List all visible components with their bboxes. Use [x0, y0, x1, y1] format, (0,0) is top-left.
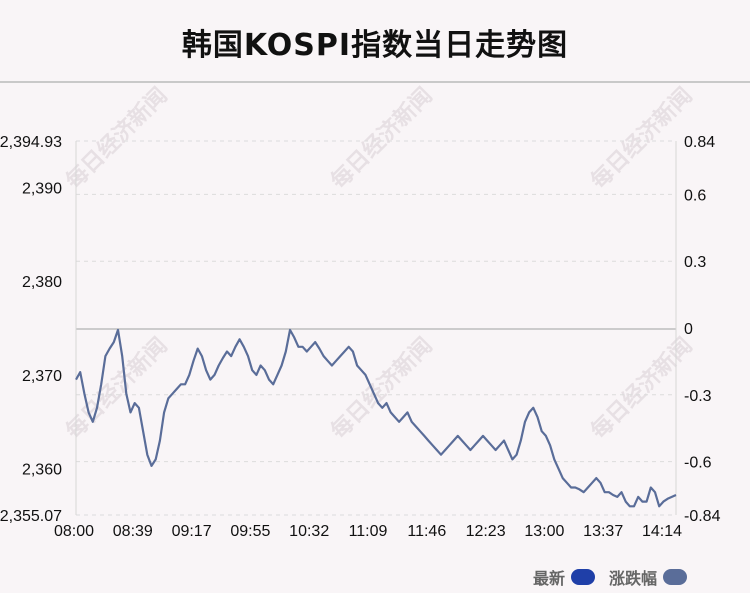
axes — [75, 141, 677, 515]
x-tick-label: 13:37 — [583, 523, 623, 540]
left-tick-label: 2,394.93 — [0, 134, 62, 151]
grid-lines — [76, 140, 676, 516]
x-tick-label: 08:00 — [54, 523, 94, 540]
right-tick-label: 0.6 — [684, 187, 706, 204]
x-tick-label: 09:17 — [172, 523, 212, 540]
x-tick-label: 12:23 — [466, 523, 506, 540]
watermark-text: 每日经济新闻 — [326, 83, 438, 195]
x-tick-label: 09:55 — [230, 523, 270, 540]
x-tick-label: 13:00 — [524, 523, 564, 540]
right-tick-label: -0.3 — [684, 388, 712, 405]
x-tick-label: 14:14 — [642, 523, 682, 540]
kospi-line — [75, 328, 677, 508]
right-tick-label: 0.3 — [684, 254, 706, 271]
left-tick-label: 2,370 — [22, 368, 62, 385]
left-tick-label: 2,390 — [22, 180, 62, 197]
left-tick-label: 2,355.07 — [0, 508, 62, 525]
legend-label-change: 涨跌幅 — [609, 569, 658, 588]
right-axis-ticks: 0.84 0.6 0.3 0 -0.3 -0.6 -0.84 — [684, 134, 721, 525]
legend-label-latest: 最新 — [533, 569, 566, 588]
watermark-text: 每日经济新闻 — [326, 333, 438, 445]
x-tick-label: 08:39 — [113, 523, 153, 540]
legend-swatch-change — [663, 569, 688, 585]
right-tick-label: -0.84 — [684, 508, 721, 525]
legend-item-latest: 最新 — [533, 565, 596, 589]
left-tick-label: 2,360 — [22, 462, 62, 479]
title-divider — [0, 81, 750, 83]
x-tick-label: 11:09 — [349, 523, 388, 540]
left-tick-label: 2,380 — [22, 274, 62, 291]
x-tick-label: 10:32 — [289, 523, 329, 540]
watermark-text: 每日经济新闻 — [586, 83, 698, 195]
watermark-text: 每日经济新闻 — [586, 333, 698, 445]
chart-title: 韩国KOSPI指数当日走势图 — [181, 28, 569, 63]
left-axis-ticks: 2,394.93 2,390 2,380 2,370 2,360 2,355.07 — [0, 134, 62, 525]
watermark-text: 每日经济新闻 — [61, 333, 173, 445]
right-tick-label: 0 — [684, 321, 693, 338]
watermark-text: 每日经济新闻 — [61, 83, 173, 195]
right-tick-label: -0.6 — [684, 455, 712, 472]
series-layer — [75, 328, 677, 508]
legend-swatch-latest — [571, 569, 596, 585]
legend-item-change: 涨跌幅 — [609, 565, 688, 589]
x-tick-label: 11:46 — [407, 523, 446, 540]
x-axis-ticks: 08:00 08:39 09:17 09:55 10:32 11:09 11:46 12:23… — [54, 523, 682, 540]
right-tick-label: 0.84 — [684, 134, 715, 151]
